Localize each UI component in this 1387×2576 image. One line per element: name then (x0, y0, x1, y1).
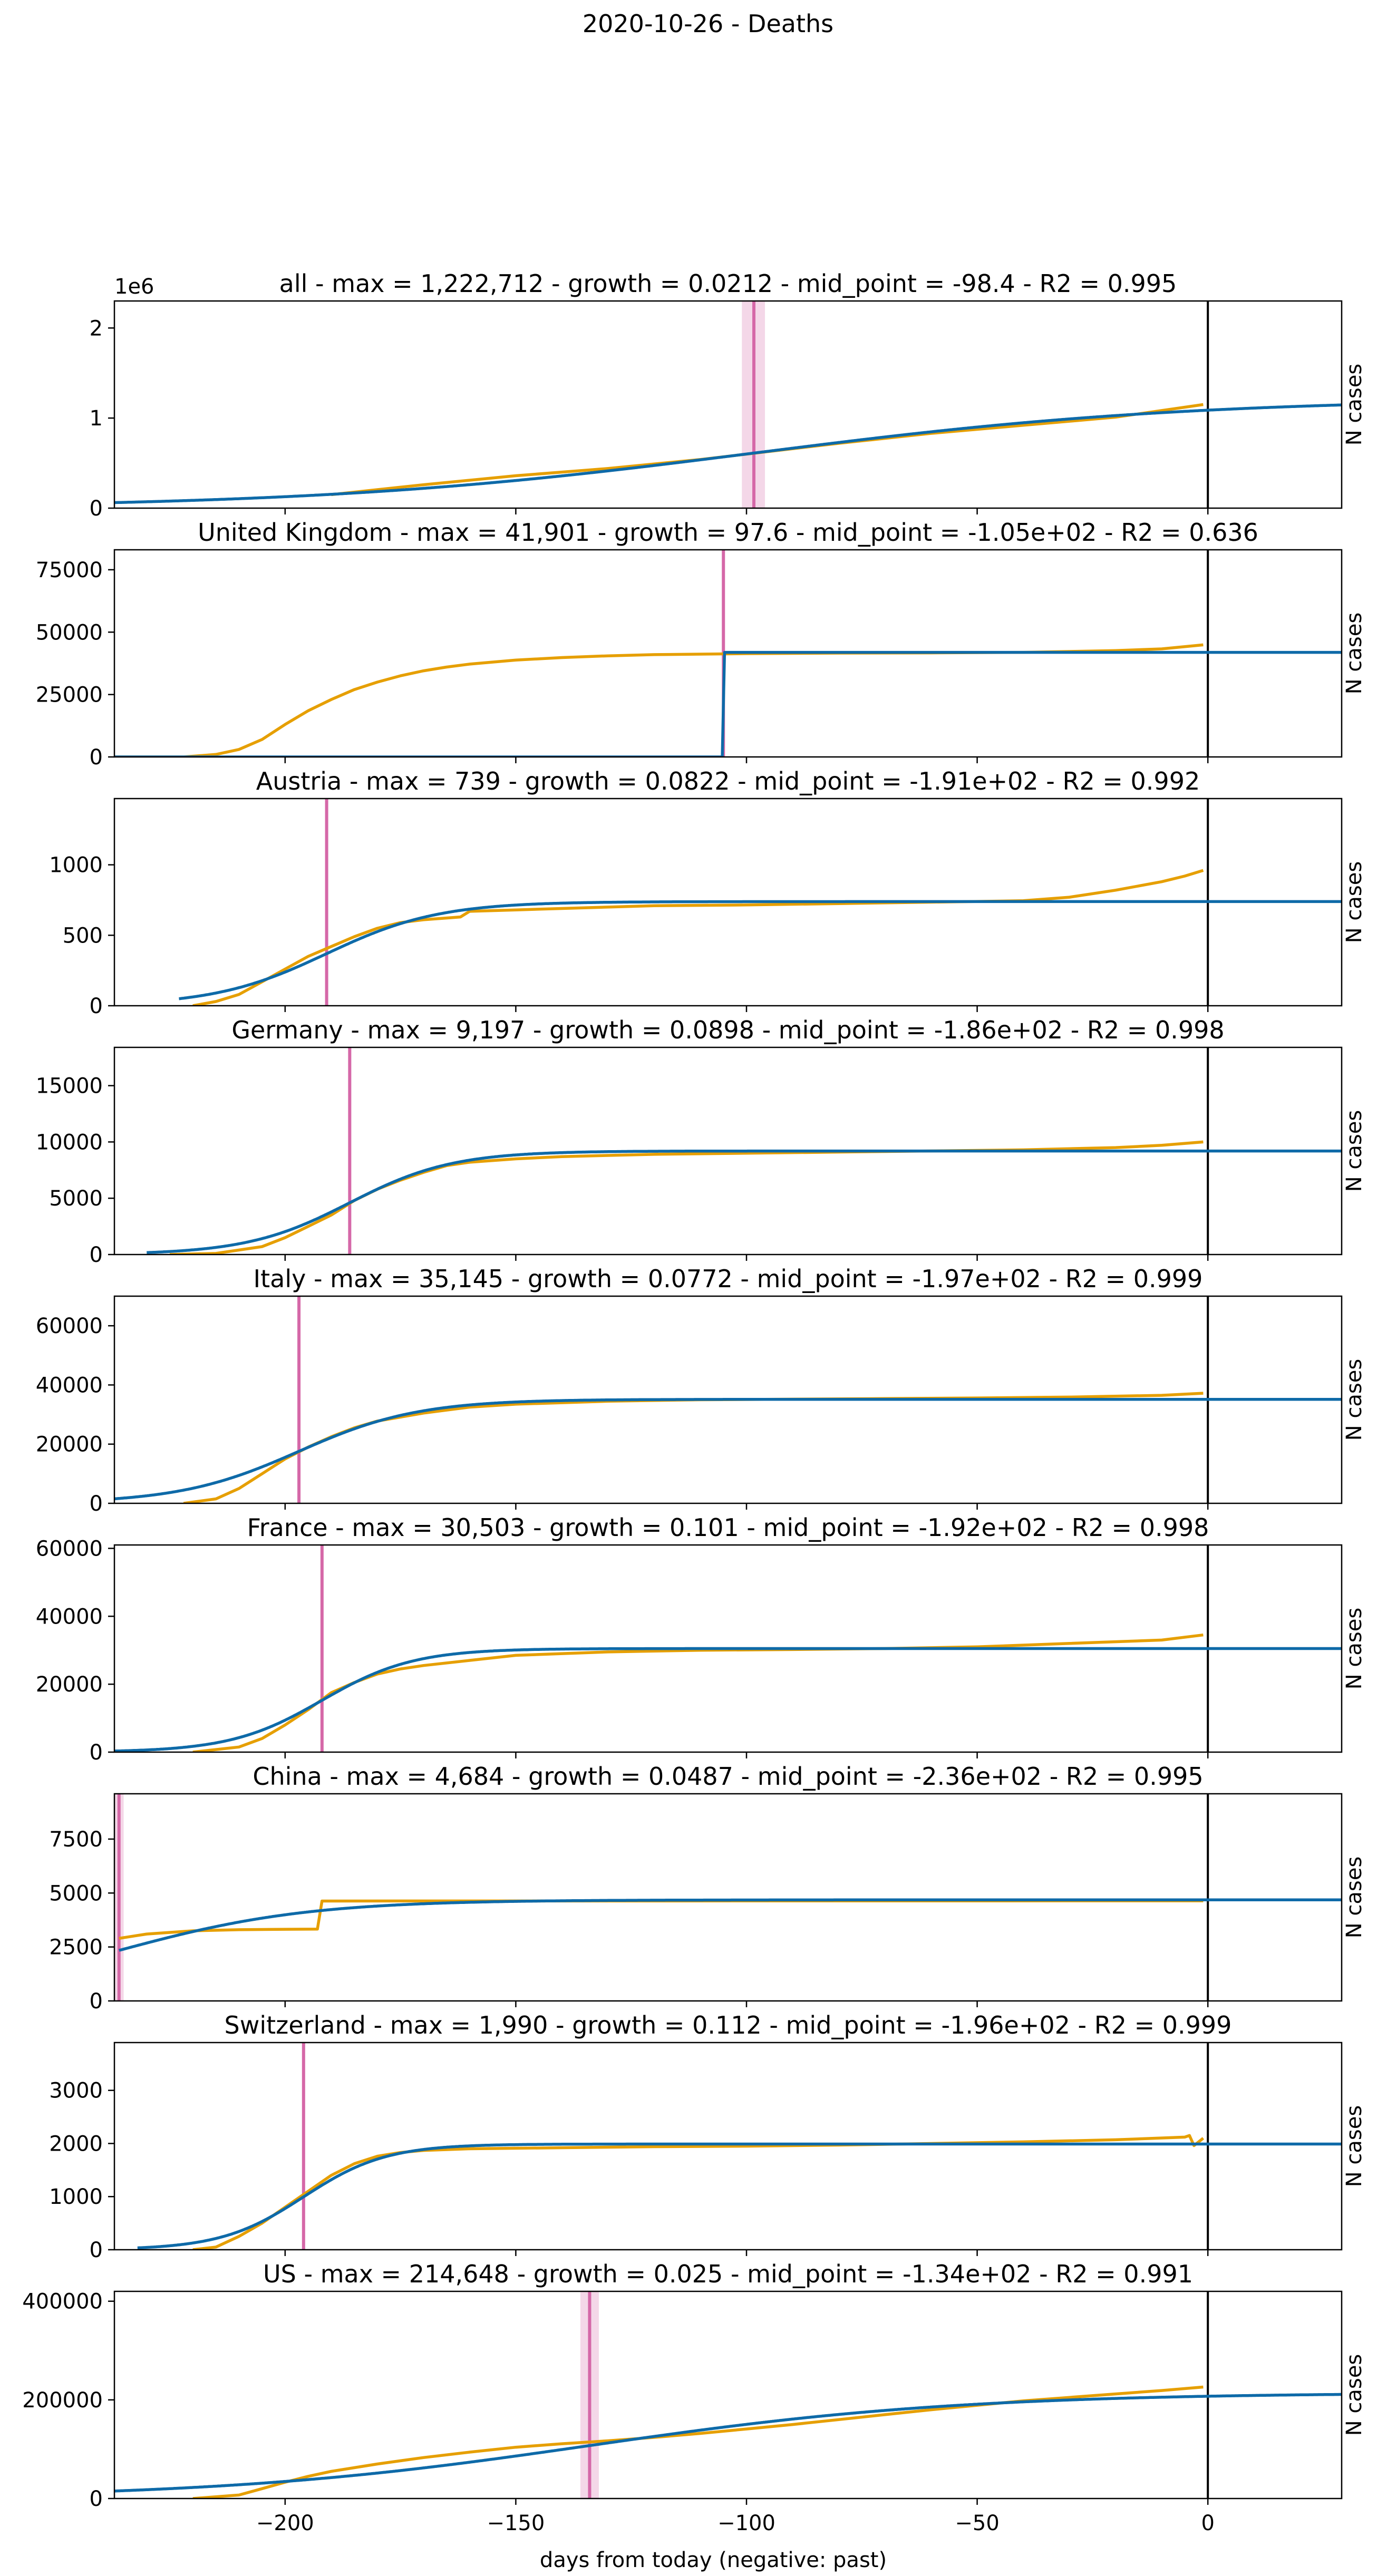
y-tick-label: 40000 (36, 1605, 103, 1629)
subplot-title: Germany - max = 9,197 - growth = 0.0898 … (231, 1016, 1224, 1044)
subplot-title: US - max = 214,648 - growth = 0.025 - mi… (263, 2260, 1193, 2288)
logistic-fit-line (137, 2142, 1342, 2250)
data-series-line (192, 869, 1204, 1006)
y-tick-label: 0 (90, 1243, 103, 1267)
y-tick-label: 2000 (49, 2132, 103, 2156)
subplot-title: Switzerland - max = 1,990 - growth = 0.1… (225, 2011, 1232, 2039)
plot-area (137, 2043, 1342, 2250)
plot-area (114, 550, 1342, 757)
x-tick-label: −50 (955, 2511, 999, 2535)
y-tick-label: 0 (90, 994, 103, 1018)
y-tick-label: 0 (90, 745, 103, 770)
y-tick-label: 20000 (36, 1433, 103, 1457)
plot-area (146, 1047, 1342, 1255)
y-tick-label: 10000 (36, 1130, 103, 1154)
y-tick-label: 5000 (49, 1881, 103, 1906)
y-axis-label: N cases (1342, 1110, 1366, 1192)
x-tick-label: −200 (256, 2511, 314, 2535)
y-tick-label: 1 (90, 406, 103, 431)
plot-frame (113, 549, 1343, 758)
logistic-fit-line (114, 1397, 1342, 1501)
y-tick-label: 2500 (49, 1936, 103, 1960)
y-tick-label: 75000 (36, 558, 103, 582)
x-tick-label: 0 (1201, 2511, 1214, 2535)
y-axis-label: N cases (1342, 2354, 1366, 2436)
y-offset-label: 1e6 (114, 275, 154, 299)
x-tick-label: −150 (487, 2511, 545, 2535)
y-tick-label: 60000 (36, 1537, 103, 1561)
y-tick-label: 0 (90, 1741, 103, 1765)
plot-frame (113, 1295, 1343, 1504)
logistic-fit-line (178, 900, 1342, 1000)
y-tick-label: 200000 (22, 2388, 103, 2413)
y-tick-label: 3000 (49, 2079, 103, 2103)
subplot-title: United Kingdom - max = 41,901 - growth =… (198, 518, 1258, 547)
plot-area (114, 301, 1342, 508)
plot-frame (113, 2042, 1343, 2251)
y-tick-label: 0 (90, 2238, 103, 2262)
subplot-title: Austria - max = 739 - growth = 0.0822 - … (256, 767, 1200, 795)
logistic-fit-line (114, 2393, 1342, 2493)
y-tick-label: 50000 (36, 620, 103, 645)
y-tick-label: 40000 (36, 1373, 103, 1397)
y-axis-label: N cases (1342, 613, 1366, 694)
y-tick-label: 0 (90, 2487, 103, 2511)
subplot: United Kingdom - max = 41,901 - growth =… (36, 518, 1366, 770)
plot-area (114, 1296, 1342, 1503)
y-axis-label: N cases (1342, 1359, 1366, 1441)
logistic-fit-line (119, 1898, 1342, 1952)
y-tick-label: 15000 (36, 1074, 103, 1099)
y-tick-label: 2 (90, 316, 103, 341)
plot-frame (113, 798, 1343, 1007)
subplots: all - max = 1,222,712 - growth = 0.0212 … (22, 269, 1366, 2511)
y-tick-label: 0 (90, 1492, 103, 1516)
x-axis-label: days from today (negative: past) (540, 2548, 887, 2572)
y-tick-label: 25000 (36, 683, 103, 707)
y-tick-label: 0 (90, 1989, 103, 2014)
logistic-fit-line (114, 403, 1342, 504)
subplot: China - max = 4,684 - growth = 0.0487 - … (49, 1762, 1366, 2014)
y-axis-label: N cases (1342, 2105, 1366, 2187)
subplot-title: all - max = 1,222,712 - growth = 0.0212 … (279, 269, 1177, 298)
logistic-fit-line (146, 1149, 1342, 1255)
plot-frame (113, 1793, 1343, 2002)
y-axis-label: N cases (1342, 1608, 1366, 1689)
subplot: all - max = 1,222,712 - growth = 0.0212 … (90, 269, 1366, 521)
y-axis-label: N cases (1342, 861, 1366, 943)
subplot: Switzerland - max = 1,990 - growth = 0.1… (49, 2011, 1366, 2262)
y-tick-label: 60000 (36, 1314, 103, 1338)
plot-area (178, 799, 1342, 1006)
y-tick-label: 20000 (36, 1673, 103, 1697)
figure-title: 2020-10-26 - Deaths (583, 9, 833, 38)
subplot: US - max = 214,648 - growth = 0.025 - mi… (22, 2260, 1366, 2511)
subplot: Germany - max = 9,197 - growth = 0.0898 … (36, 1016, 1366, 1267)
x-tick-label: −100 (717, 2511, 775, 2535)
y-tick-label: 1000 (49, 853, 103, 878)
y-tick-label: 400000 (22, 2290, 103, 2314)
y-tick-label: 0 (90, 497, 103, 521)
subplot-title: Italy - max = 35,145 - growth = 0.0772 -… (254, 1265, 1203, 1293)
plot-area (114, 1545, 1342, 1752)
subplot: France - max = 30,503 - growth = 0.101 -… (36, 1513, 1366, 1765)
y-tick-label: 5000 (49, 1187, 103, 1211)
y-axis-label: N cases (1342, 364, 1366, 445)
logistic-fit-line (114, 650, 1342, 757)
plot-area (114, 2291, 1342, 2499)
subplot-title: China - max = 4,684 - growth = 0.0487 - … (253, 1762, 1203, 1791)
subplot: Italy - max = 35,145 - growth = 0.0772 -… (36, 1265, 1366, 1516)
y-tick-label: 7500 (49, 1827, 103, 1852)
plot-frame (113, 300, 1343, 509)
logistic-fit-line (114, 1647, 1342, 1752)
plot-frame (113, 2290, 1343, 2500)
y-axis-label: N cases (1342, 1856, 1366, 1938)
y-tick-label: 500 (63, 924, 103, 948)
plot-frame (113, 1046, 1343, 1256)
x-axis: −200 −150 −100 −50 0 (256, 2511, 1215, 2535)
plot-area (114, 1794, 1342, 2001)
subplot: Austria - max = 739 - growth = 0.0822 - … (49, 767, 1366, 1018)
y-tick-label: 1000 (49, 2185, 103, 2209)
plot-frame (113, 1544, 1343, 1753)
subplot-title: France - max = 30,503 - growth = 0.101 -… (247, 1513, 1209, 1542)
